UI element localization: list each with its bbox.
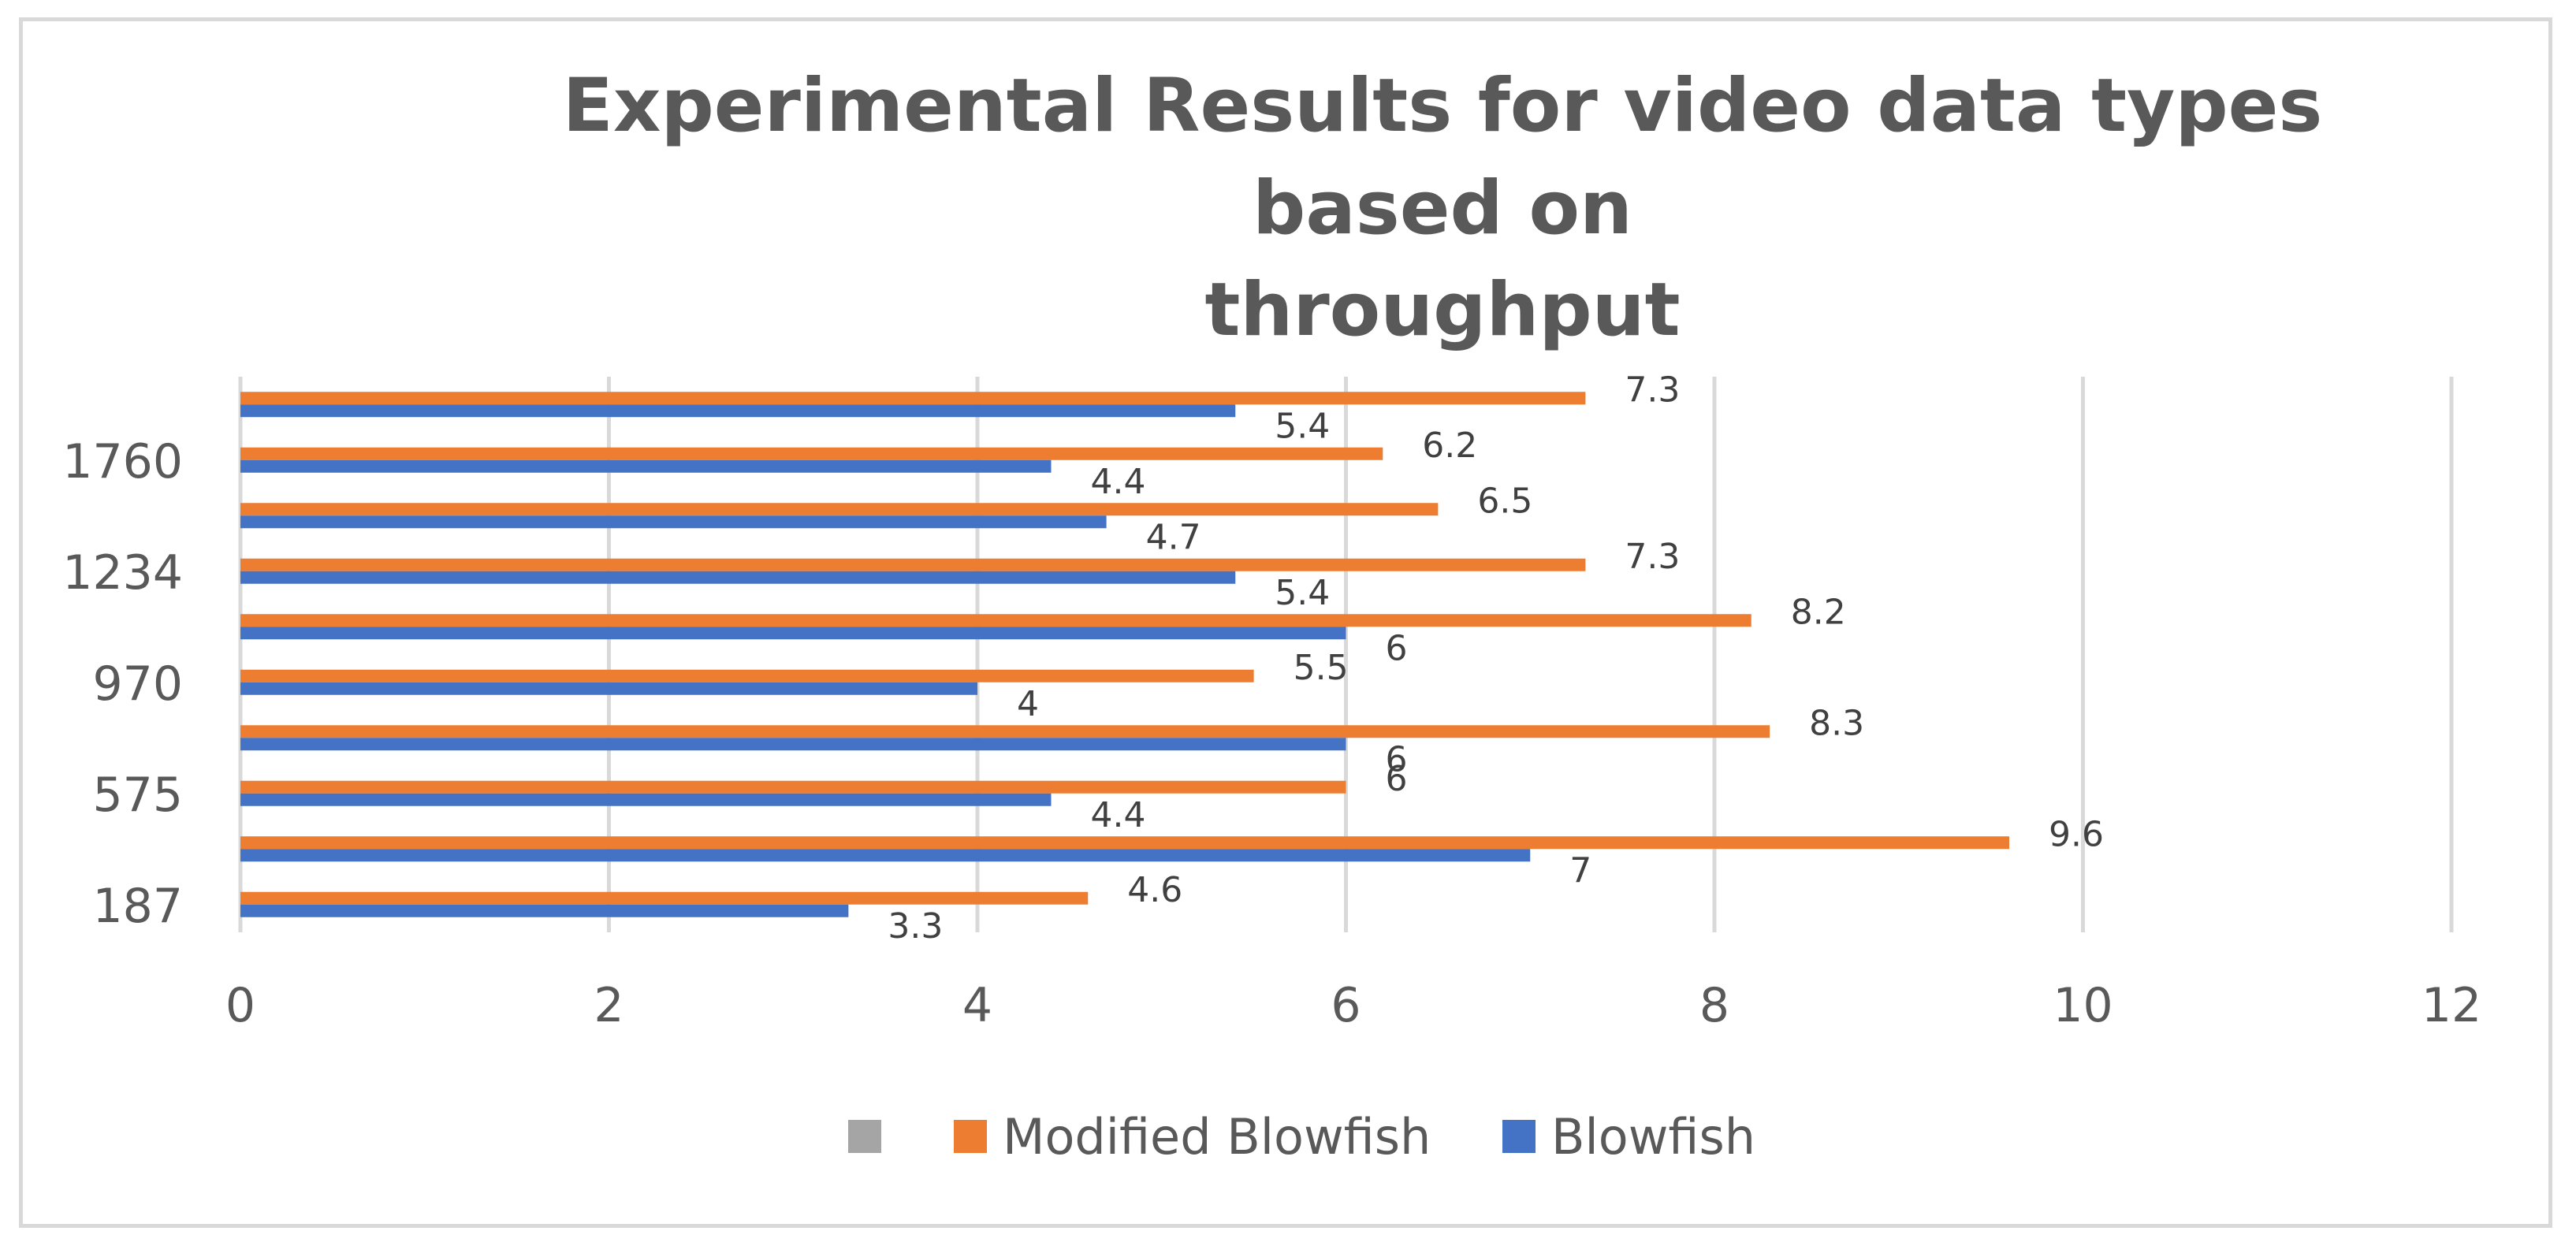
bar-modified-blowfish xyxy=(240,558,1586,571)
bar-blowfish xyxy=(240,459,1052,473)
bar-blowfish xyxy=(240,571,1236,584)
bars xyxy=(240,392,2009,917)
data-label-modified-blowfish: 6 xyxy=(1386,759,1408,799)
x-tick-label: 12 xyxy=(2422,978,2481,1033)
data-label-blowfish: 3.3 xyxy=(888,906,943,946)
data-label-modified-blowfish: 8.3 xyxy=(1809,703,1864,743)
x-tick-label: 0 xyxy=(225,978,255,1033)
legend-swatch-unnamed xyxy=(848,1120,881,1153)
x-tick-label: 8 xyxy=(1699,978,1729,1033)
bar-modified-blowfish xyxy=(240,669,1254,682)
legend-label: Modified Blowfish xyxy=(1003,1108,1431,1166)
data-label-modified-blowfish: 8.2 xyxy=(1791,592,1846,632)
y-tick-label: 575 xyxy=(92,768,183,823)
data-label-modified-blowfish: 6.2 xyxy=(1422,426,1477,466)
chart-title-line-1: Experimental Results for video data type… xyxy=(562,63,2323,251)
bar-blowfish xyxy=(240,904,849,917)
bar-modified-blowfish xyxy=(240,725,1770,738)
chart-title-line-2: throughput xyxy=(1204,267,1681,354)
bar-blowfish xyxy=(240,404,1236,418)
bar-blowfish xyxy=(240,627,1346,640)
bar-blowfish xyxy=(240,738,1346,751)
x-tick-label: 10 xyxy=(2053,978,2113,1033)
bar-blowfish xyxy=(240,849,1531,862)
data-label-modified-blowfish: 9.6 xyxy=(2049,814,2104,854)
data-label-modified-blowfish: 6.5 xyxy=(1477,481,1532,521)
legend-label: Blowfish xyxy=(1551,1108,1755,1166)
bar-blowfish xyxy=(240,682,977,695)
bar-modified-blowfish xyxy=(240,447,1383,460)
data-label-modified-blowfish: 5.5 xyxy=(1294,648,1349,688)
data-label-blowfish: 5.4 xyxy=(1275,573,1330,613)
legend-swatch xyxy=(1502,1120,1536,1153)
data-label-modified-blowfish: 7.3 xyxy=(1625,537,1680,577)
data-labels: 4.6 3.3 9.6 7 6 4.4 8.3 6 5.5 4 8.2 6 7.3 5.4 6.5 4.7 6.… xyxy=(888,370,2104,946)
x-tick-label: 6 xyxy=(1331,978,1361,1033)
data-label-blowfish: 7 xyxy=(1569,850,1591,891)
x-tick-label: 4 xyxy=(962,978,992,1033)
legend-swatch xyxy=(954,1120,987,1153)
data-label-blowfish: 4.4 xyxy=(1091,795,1146,835)
data-label-blowfish: 4.4 xyxy=(1091,462,1146,502)
y-axis-tick-labels: 187 575 970 1234 1760 xyxy=(62,434,183,934)
data-label-modified-blowfish: 4.6 xyxy=(1127,870,1182,910)
chart-title: Experimental Results for video data type… xyxy=(441,55,2444,362)
bar-modified-blowfish xyxy=(240,891,1089,905)
bar-blowfish xyxy=(240,515,1107,529)
data-label-blowfish: 4 xyxy=(1017,684,1039,724)
bar-modified-blowfish xyxy=(240,503,1439,516)
data-label-modified-blowfish: 7.3 xyxy=(1625,370,1680,410)
bar-modified-blowfish xyxy=(240,836,2009,850)
data-label-blowfish: 6 xyxy=(1386,739,1408,779)
bar-modified-blowfish xyxy=(240,780,1346,794)
legend: Modified Blowfish Blowfish xyxy=(848,1108,1755,1166)
x-axis-tick-labels: 0 2 4 6 8 10 12 xyxy=(225,978,2481,1033)
y-tick-label: 187 xyxy=(92,879,183,934)
bar-blowfish xyxy=(240,793,1052,806)
x-tick-label: 2 xyxy=(594,978,624,1033)
bar-modified-blowfish xyxy=(240,392,1586,405)
bar-modified-blowfish xyxy=(240,614,1751,627)
y-tick-label: 970 xyxy=(92,656,183,712)
data-label-blowfish: 5.4 xyxy=(1275,406,1330,446)
data-label-blowfish: 6 xyxy=(1386,628,1408,668)
data-label-blowfish: 4.7 xyxy=(1146,517,1201,557)
y-tick-label: 1760 xyxy=(62,434,183,489)
y-tick-label: 1234 xyxy=(62,545,183,601)
